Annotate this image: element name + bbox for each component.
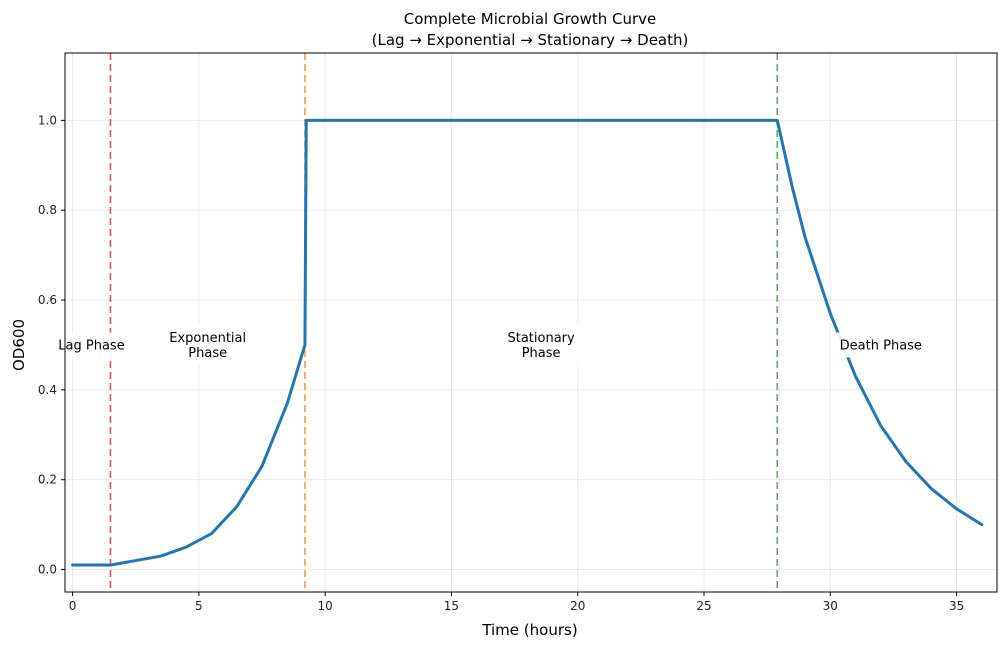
annotation-background <box>163 324 253 365</box>
series-layer <box>71 118 984 567</box>
chart-title: Complete Microbial Growth Curve <box>404 10 657 28</box>
annotation-background <box>501 324 581 365</box>
phase-label-text: Phase <box>522 346 561 361</box>
x-tick-label: 15 <box>444 599 459 613</box>
y-tick-label: 0.4 <box>38 383 57 397</box>
phase-label-text: Stationary <box>507 331 575 346</box>
growth-curve-line <box>71 118 984 567</box>
x-tick-label: 10 <box>318 599 333 613</box>
phase-label-text: Death Phase <box>840 338 922 353</box>
plot-frame <box>64 52 998 593</box>
phase-label-text: Lag Phase <box>58 338 124 353</box>
y-tick-label: 0.0 <box>38 563 57 577</box>
x-tick-label: 35 <box>949 599 964 613</box>
x-tick-label: 25 <box>696 599 711 613</box>
grid <box>65 53 997 592</box>
x-tick-label: 20 <box>570 599 585 613</box>
phase-boundary-lines <box>109 53 779 592</box>
y-tick-label: 0.8 <box>38 203 57 217</box>
phase-annotation: Death Phase <box>833 332 928 358</box>
axis-ticks: 0 5 10 15 20 25 30 35 0.0 0.2 0.4 0.6 0.8 1.0 <box>38 113 964 613</box>
annotation-background <box>833 332 928 358</box>
x-tick-label: 5 <box>195 599 203 613</box>
phase-label-text: Phase <box>188 346 227 361</box>
x-tick-label: 30 <box>823 599 838 613</box>
phase-annotation: Lag Phase <box>52 332 131 358</box>
y-tick-label: 0.2 <box>38 473 57 487</box>
y-tick-label: 1.0 <box>38 113 57 127</box>
y-axis-label: OD600 <box>10 319 28 371</box>
x-axis-label: Time (hours) <box>481 621 577 639</box>
x-tick-label: 0 <box>69 599 77 613</box>
phase-label-text: Exponential <box>169 331 246 346</box>
y-tick-label: 0.6 <box>38 293 57 307</box>
phase-annotations: Lag Phase ExponentialPhaseStationaryPhase… <box>52 324 928 365</box>
chart-subtitle: (Lag → Exponential → Stationary → Death) <box>372 31 689 49</box>
